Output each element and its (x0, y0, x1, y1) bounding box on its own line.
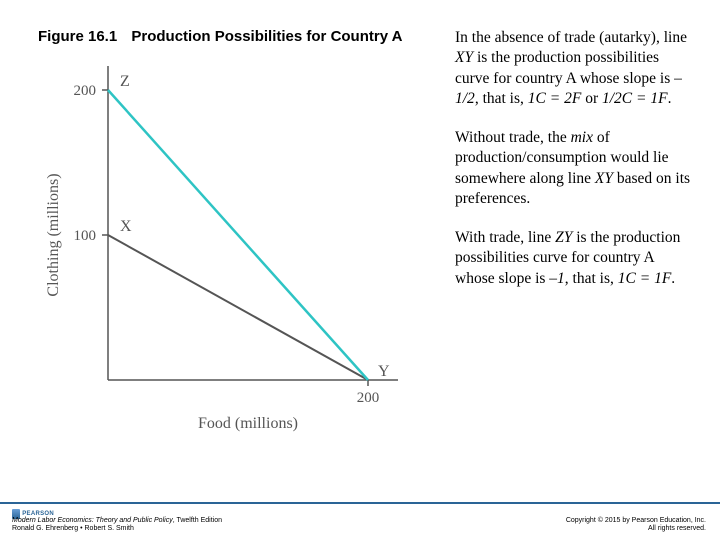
x-tick-label-200: 200 (357, 390, 380, 406)
footer-right: Copyright © 2015 by Pearson Education, I… (566, 517, 706, 535)
footer-divider (0, 502, 720, 504)
ppc-chart: 100 200 200 Food (millions) Clothing (mi… (38, 50, 418, 435)
book-authors: Ronald G. Ehrenberg • Robert S. Smith (12, 525, 134, 532)
line-xy (108, 235, 368, 380)
paragraph-2: Without trade, the mix of production/con… (455, 128, 695, 210)
y-tick-label-100: 100 (74, 228, 97, 244)
side-explanation: In the absence of trade (autarky), line … (455, 28, 695, 307)
y-tick-label-200: 200 (74, 83, 97, 99)
figure-number: Figure 16.1 (38, 28, 117, 45)
line-zy (108, 90, 368, 380)
paragraph-1: In the absence of trade (autarky), line … (455, 28, 695, 110)
point-label-z: Z (120, 73, 130, 90)
copyright-line-2: All rights reserved. (648, 525, 706, 532)
point-label-y: Y (378, 363, 390, 380)
point-label-x: X (120, 218, 132, 235)
footer-left: Modern Labor Economics: Theory and Publi… (12, 517, 222, 535)
y-axis-label: Clothing (millions) (45, 173, 62, 296)
book-title: Modern Labor Economics: Theory and Publi… (12, 517, 173, 524)
figure-title: Production Possibilities for Country A (131, 28, 402, 45)
figure-header: Figure 16.1 Production Possibilities for… (38, 28, 403, 45)
book-edition: , Twelfth Edition (173, 517, 222, 524)
paragraph-3: With trade, line ZY is the production po… (455, 228, 695, 289)
copyright-line-1: Copyright © 2015 by Pearson Education, I… (566, 517, 706, 524)
x-axis-label: Food (millions) (198, 415, 298, 432)
